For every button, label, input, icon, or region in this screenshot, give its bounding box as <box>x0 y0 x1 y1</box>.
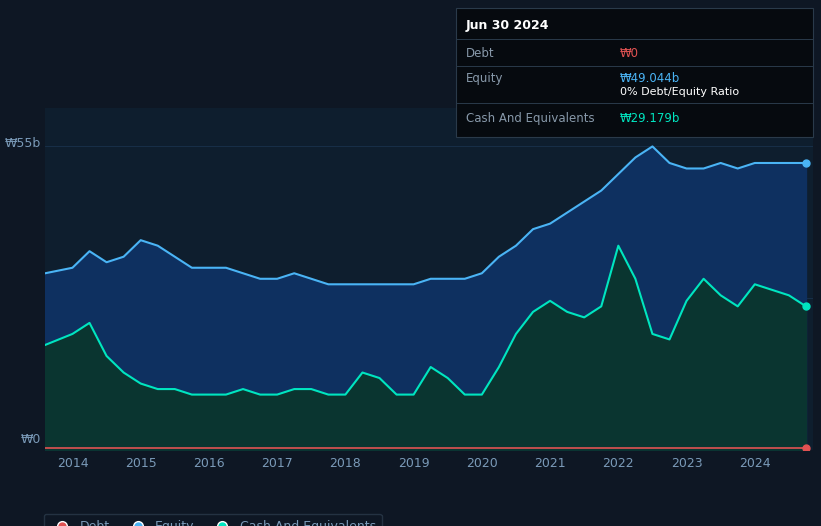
Text: ₩0: ₩0 <box>620 47 639 60</box>
Text: Jun 30 2024: Jun 30 2024 <box>466 19 549 32</box>
Text: ₩55b: ₩55b <box>5 137 41 150</box>
Text: ₩29.179b: ₩29.179b <box>620 112 681 125</box>
Text: Cash And Equivalents: Cash And Equivalents <box>466 112 594 125</box>
Text: ₩0: ₩0 <box>21 433 41 446</box>
Text: ₩49.044b: ₩49.044b <box>620 72 680 85</box>
Text: 0% Debt/Equity Ratio: 0% Debt/Equity Ratio <box>620 87 739 97</box>
Text: Debt: Debt <box>466 47 494 60</box>
Text: Equity: Equity <box>466 72 503 85</box>
Legend: Debt, Equity, Cash And Equivalents: Debt, Equity, Cash And Equivalents <box>44 514 382 526</box>
